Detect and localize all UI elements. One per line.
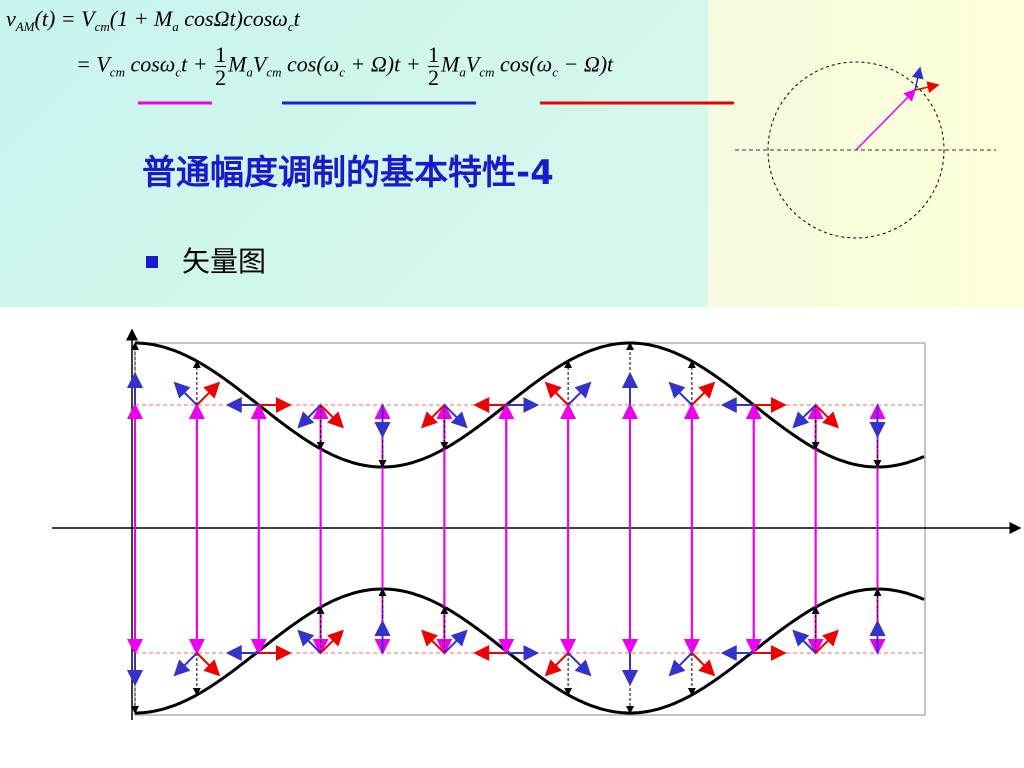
sideband-upper	[421, 629, 446, 654]
sideband-lower	[297, 404, 322, 429]
sideband-lower	[668, 381, 693, 406]
sideband-upper	[814, 404, 839, 429]
sideband-lower	[297, 629, 322, 654]
formula-line1: vAM(t) = Vcm(1 + Ma cosΩt)cosωct	[6, 6, 300, 34]
sideband-upper	[544, 652, 569, 677]
phasor-carrier	[855, 88, 917, 151]
sideband-upper	[691, 381, 716, 406]
sideband-upper	[544, 381, 569, 406]
sideband-upper	[421, 404, 446, 429]
bullet-text: 矢量图	[182, 245, 267, 278]
sideband-lower	[567, 652, 592, 677]
phasor-sideband	[914, 81, 940, 94]
envelope	[135, 587, 925, 715]
sideband-lower	[173, 381, 198, 406]
sideband-upper	[691, 652, 716, 677]
sideband-upper	[196, 381, 221, 406]
phasor-circle	[767, 61, 945, 239]
bullet-marker	[146, 256, 158, 268]
sideband-lower	[792, 629, 817, 654]
background-right	[708, 0, 1024, 307]
sideband-lower	[668, 652, 693, 677]
sideband-lower	[443, 404, 468, 429]
sideband-lower	[443, 629, 468, 654]
phasor-sideband	[911, 66, 924, 91]
plot-frame	[134, 342, 926, 716]
title: 普通幅度调制的基本特性-4	[142, 153, 554, 193]
sideband-upper	[319, 404, 344, 429]
sideband-upper	[196, 652, 221, 677]
sideband-lower	[792, 404, 817, 429]
sideband-upper	[814, 629, 839, 654]
sideband-upper	[319, 629, 344, 654]
background-left	[0, 0, 708, 307]
sideband-lower	[567, 381, 592, 406]
sideband-lower	[173, 652, 198, 677]
